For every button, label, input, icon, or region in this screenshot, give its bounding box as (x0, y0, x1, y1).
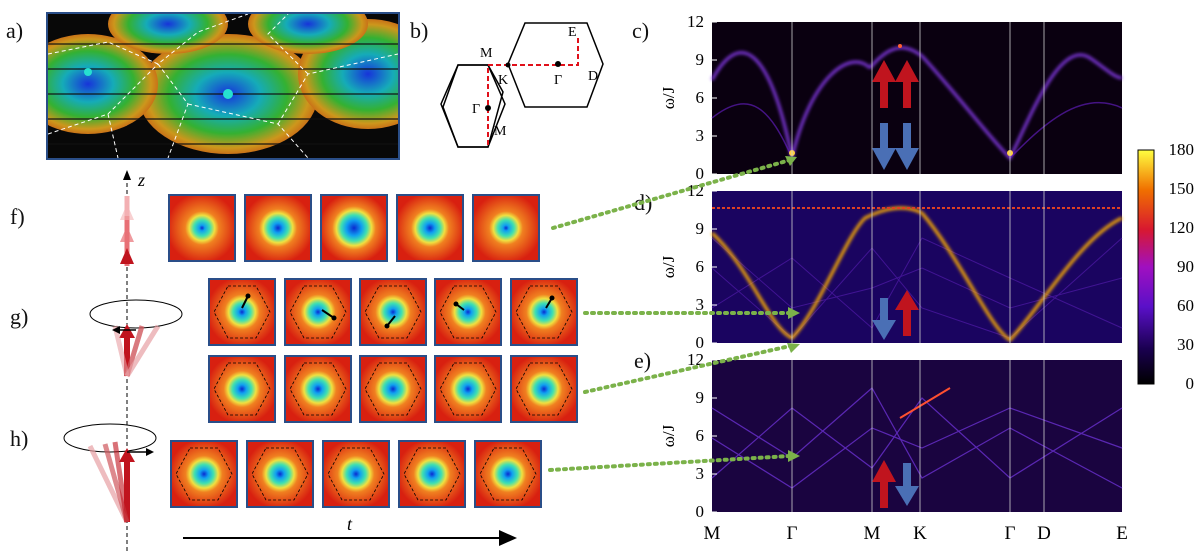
panel-label-g: g) (10, 304, 29, 329)
snapshot-g2-2 (284, 355, 352, 423)
snapshot-g1-4 (434, 278, 502, 346)
colorbar-tick-label: 0 (1186, 374, 1195, 393)
magnon-spin-up-arrows (872, 60, 919, 108)
panel-label-b: b) (410, 18, 429, 43)
snapshot-h-2 (246, 440, 314, 508)
time-arrow: t (183, 518, 517, 546)
y-tick-label: 3 (696, 464, 705, 483)
y-tick-label: 12 (687, 350, 704, 369)
y-axis-label: ω/J (660, 86, 678, 109)
colorbar (1137, 149, 1155, 385)
spin-cone-h (63, 423, 157, 524)
x-tick-label: M (704, 523, 721, 544)
y-tick-label: 6 (696, 88, 705, 107)
x-tick-label: Γ (1005, 523, 1016, 544)
panel-label-f: f) (10, 204, 25, 229)
colorbar-tick-label: 30 (1177, 335, 1194, 354)
spectrum-panel-d (710, 191, 1123, 343)
y-tick-label: 3 (696, 126, 705, 145)
snapshot-g1-2 (284, 278, 352, 346)
x-tick-label: K (913, 523, 927, 544)
panel-label-e: e) (634, 348, 652, 373)
snapshot-h-5 (474, 440, 542, 508)
snapshot-h-4 (398, 440, 466, 508)
connector-f (551, 158, 792, 230)
snapshot-g1-3 (359, 278, 427, 346)
panel-label-c: c) (632, 18, 650, 43)
spectrum-panel-e (711, 360, 1123, 512)
y-tick-label: 3 (696, 295, 705, 314)
y-tick-label: 0 (696, 164, 705, 183)
bz-label-gamma-right: Γ (554, 73, 562, 88)
y-axis-label: ω/J (660, 255, 678, 278)
bz-label-m-bottom: M (494, 124, 507, 139)
snapshot-h-3 (322, 440, 390, 508)
x-tick-label: Γ (787, 523, 798, 544)
spin-axis-label: z (137, 170, 145, 190)
bz-label-k: K (498, 73, 508, 88)
x-tick-label: E (1116, 523, 1128, 544)
connector-g2 (583, 344, 792, 394)
bz-label-d: D (588, 69, 598, 84)
brillouin-zone-diagram: M M K Γ Γ E D (440, 22, 604, 148)
y-tick-label: 9 (696, 50, 705, 69)
colorbar-tick-label: 120 (1169, 218, 1195, 237)
spin-cone-g (89, 299, 183, 378)
snapshot-g2-1 (208, 355, 276, 423)
colorbar-tick-label: 60 (1177, 296, 1194, 315)
spin-arrows-f (120, 196, 134, 266)
snapshot-g1-1 (208, 278, 276, 346)
y-tick-label: 12 (687, 12, 704, 31)
x-tick-label: M (864, 523, 881, 544)
snapshot-g2-5 (510, 355, 578, 423)
snapshot-f-5 (472, 194, 540, 262)
y-tick-label: 9 (696, 388, 705, 407)
bz-label-e: E (568, 25, 577, 40)
colorbar-tick-label: 180 (1169, 140, 1195, 159)
y-axis-label: ω/J (660, 424, 678, 447)
snapshot-f-3 (320, 194, 388, 262)
x-tick-label: D (1037, 523, 1051, 544)
time-axis-label: t (347, 518, 353, 534)
y-tick-label: 0 (696, 333, 705, 352)
high-symmetry-path (487, 38, 579, 145)
bz-label-m-top: M (480, 46, 493, 61)
snapshot-g1-5 (510, 278, 578, 346)
skyrmion-lattice-image (46, 12, 400, 160)
colorbar-tick-label: 90 (1177, 257, 1194, 276)
y-tick-label: 0 (696, 502, 705, 521)
snapshot-h-1 (170, 440, 238, 508)
spin-precession-column: z (63, 170, 183, 551)
colorbar-tick-label: 150 (1169, 179, 1195, 198)
spectrum-panel-c (710, 22, 1123, 174)
snapshot-f-1 (168, 194, 236, 262)
magnon-spin-down-arrows (872, 123, 919, 170)
snapshot-f-2 (244, 194, 312, 262)
panel-label-h: h) (10, 426, 29, 451)
snapshot-g2-4 (434, 355, 502, 423)
y-tick-label: 6 (696, 426, 705, 445)
y-tick-label: 9 (696, 219, 705, 238)
connector-h (548, 454, 792, 472)
snapshot-g2-3 (359, 355, 427, 423)
snapshot-f-4 (396, 194, 464, 262)
bz-label-gamma-left: Γ (472, 102, 480, 117)
y-tick-label: 6 (696, 257, 705, 276)
panel-label-a: a) (6, 18, 24, 43)
